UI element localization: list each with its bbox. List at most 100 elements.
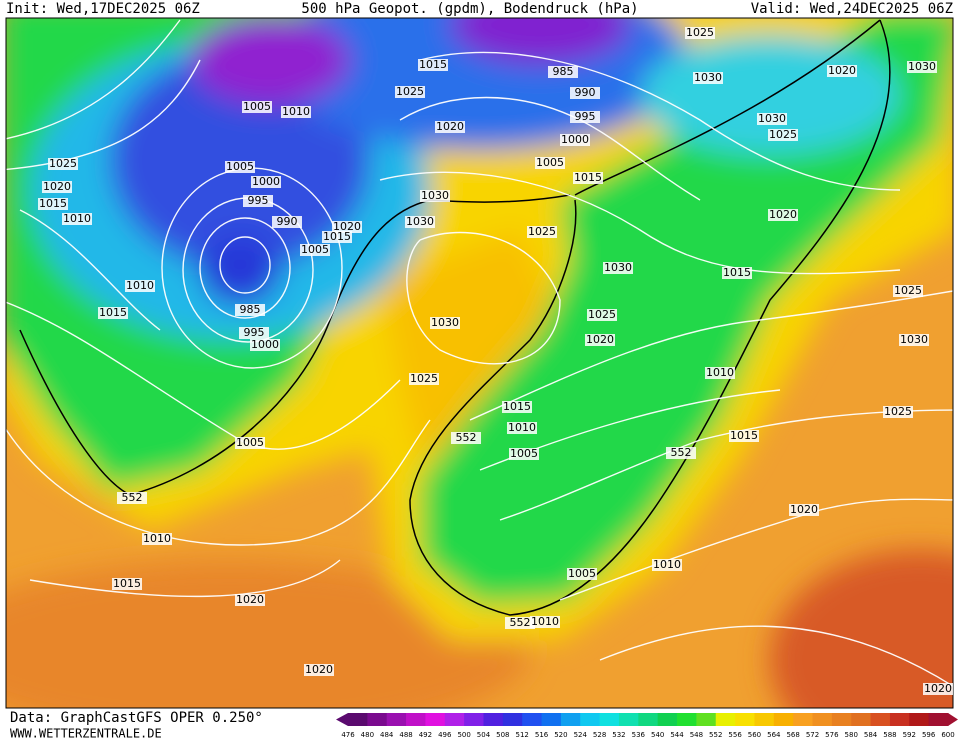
- colorbar-swatch: [735, 713, 755, 726]
- isobar-label: 985: [553, 65, 574, 78]
- isobar-label-bg: [117, 492, 147, 504]
- isobar-label: 1020: [790, 503, 818, 516]
- isobar-label: 990: [575, 86, 596, 99]
- isobar-label-bg: [768, 129, 798, 141]
- isobar-label-bg: [893, 285, 923, 297]
- isobar-label-bg: [505, 617, 535, 629]
- isobar-label: 1015: [113, 577, 141, 590]
- isobar-label-bg: [332, 221, 362, 233]
- isobar-label-bg: [300, 244, 330, 256]
- isobar-label: 1010: [508, 421, 536, 434]
- isobar-label: 1025: [49, 157, 77, 170]
- isobar-label-bg: [62, 213, 92, 225]
- isobar-label-bg: [603, 262, 633, 274]
- isobar-label: 1025: [396, 85, 424, 98]
- isobar-label-bg: [652, 559, 682, 571]
- isobar-label: 1025: [588, 308, 616, 321]
- isobar-label: 1030: [431, 316, 459, 329]
- isobar-label: 1010: [653, 558, 681, 571]
- isobar-label-bg: [142, 533, 172, 545]
- isobar-label-bg: [322, 231, 352, 243]
- colorbar-label: 544: [670, 731, 684, 739]
- colorbar-swatch: [386, 713, 407, 726]
- colorbar-swatch: [870, 713, 891, 726]
- colorbar-swatch: [851, 713, 872, 726]
- isobar-label: 1010: [126, 279, 154, 292]
- colorbar-label: 576: [825, 731, 839, 739]
- colorbar-swatch: [657, 713, 678, 726]
- isobar-label: 1010: [531, 615, 559, 628]
- colorbar-label: 492: [419, 731, 432, 739]
- colorbar-swatch: [348, 713, 368, 726]
- isobar-label: 990: [277, 215, 298, 228]
- isobar-label: 1025: [528, 225, 556, 238]
- isobar-label: 995: [248, 194, 269, 207]
- colorbar-swatch: [618, 713, 639, 726]
- isobar-label: 1030: [908, 60, 936, 73]
- isobar-label: 1000: [251, 338, 279, 351]
- colorbar-label: 488: [399, 731, 412, 739]
- isobar-label: 1015: [99, 306, 127, 319]
- colorbar-swatch: [406, 713, 426, 726]
- colorbar-swatch: [541, 713, 562, 726]
- isobar-label-bg: [883, 406, 913, 418]
- isobar-label-bg: [705, 367, 735, 379]
- isobar-label: 1020: [43, 180, 71, 193]
- isobar-label: 1010: [63, 212, 91, 225]
- isobar-label: 1000: [252, 175, 280, 188]
- isobar-label: 1020: [305, 663, 333, 676]
- isobar-label-bg: [235, 437, 265, 449]
- isobar-label: 1005: [236, 436, 264, 449]
- isobar-label-bg: [666, 447, 696, 459]
- isobar-label-bg: [125, 280, 155, 292]
- colorbar-label: 580: [845, 731, 858, 739]
- isobar-label: 995: [244, 326, 265, 339]
- colorbar-label: 476: [341, 731, 355, 739]
- colorbar-swatch: [425, 713, 446, 726]
- isobar-label-bg: [435, 121, 465, 133]
- colorbar-label: 520: [554, 731, 567, 739]
- isobar-label: 1030: [421, 189, 449, 202]
- isobar-label: 552: [671, 446, 692, 459]
- colorbar-swatch: [909, 713, 930, 726]
- isobar-label: 1005: [536, 156, 564, 169]
- isobar-label-bg: [573, 172, 603, 184]
- colorbar-swatch: [560, 713, 581, 726]
- valid-time: Valid: Wed,24DEC2025 06Z: [751, 1, 953, 17]
- colorbar-label: 600: [941, 731, 954, 739]
- isobar-label-bg: [570, 87, 600, 99]
- isobar-label-bg: [587, 309, 617, 321]
- isobar-label-bg: [907, 61, 937, 73]
- isobar-label-bg: [242, 101, 272, 113]
- isobar-label-bg: [757, 113, 787, 125]
- colorbar-label: 596: [922, 731, 936, 739]
- colorbar-label: 500: [457, 731, 470, 739]
- isobar-label: 1015: [39, 197, 67, 210]
- isobar-label-bg: [685, 27, 715, 39]
- isobar-label-bg: [430, 317, 460, 329]
- isobar-label-bg: [530, 616, 560, 628]
- colorbar-label: 572: [806, 731, 819, 739]
- colorbar-swatch: [599, 713, 620, 726]
- colorbar-swatch: [773, 713, 794, 726]
- isobar-label-bg: [729, 430, 759, 442]
- isobar-label-bg: [235, 594, 265, 606]
- isobar-label-bg: [304, 664, 334, 676]
- colorbar-swatch: [580, 713, 601, 726]
- isobar-label-bg: [722, 267, 752, 279]
- colorbar-swatch: [677, 713, 697, 726]
- colorbar-arrow-left: [336, 713, 348, 726]
- colorbar-label: 508: [496, 731, 509, 739]
- isobar-label-bg: [38, 198, 68, 210]
- isobar-label: 995: [575, 110, 596, 123]
- colorbar-label: 584: [864, 731, 878, 739]
- isobar-label: 1020: [924, 682, 952, 695]
- colorbar-swatch: [464, 713, 484, 726]
- isobars: [6, 19, 953, 688]
- isobar-label: 1005: [568, 567, 596, 580]
- isobar-label: 985: [240, 303, 261, 316]
- colorbar-label: 552: [709, 731, 722, 739]
- colorbar-swatch: [367, 713, 388, 726]
